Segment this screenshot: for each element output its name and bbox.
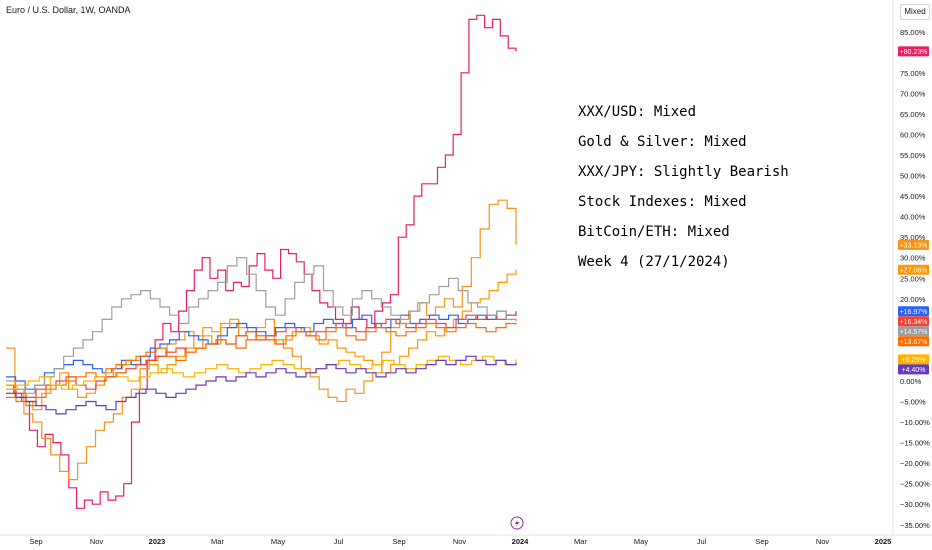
lightning-icon[interactable] bbox=[510, 516, 524, 530]
chart-title: Euro / U.S. Dollar, 1W, OANDA bbox=[6, 5, 131, 15]
x-tick-label: Sep bbox=[755, 537, 768, 546]
y-tick-label: −35.00% bbox=[900, 521, 930, 530]
series-layer bbox=[6, 14, 517, 509]
last-value-badge: +13.67% bbox=[898, 336, 929, 347]
y-tick-label: 55.00% bbox=[900, 151, 926, 160]
series-line-6 bbox=[6, 322, 517, 407]
x-tick-label: 2025 bbox=[875, 537, 892, 546]
series-line-8 bbox=[6, 355, 517, 415]
x-tick-label: Nov bbox=[90, 537, 104, 546]
note-stock-indexes: Stock Indexes: Mixed bbox=[578, 194, 747, 210]
y-tick-label: 0.00% bbox=[900, 377, 922, 386]
svg-text:+16.97%: +16.97% bbox=[900, 309, 928, 316]
x-tick-label: 2024 bbox=[512, 537, 530, 546]
x-tick-label: Nov bbox=[453, 537, 467, 546]
last-value-badges: +80.23% +33.13% +27.06% +16.97% +16.34% +14.5… bbox=[898, 46, 929, 375]
last-value-badge: +4.40% bbox=[898, 364, 929, 375]
y-tick-label: −25.00% bbox=[900, 480, 930, 489]
y-tick-label: −20.00% bbox=[900, 459, 930, 468]
y-tick-label: 60.00% bbox=[900, 130, 926, 139]
svg-text:+16.34%: +16.34% bbox=[900, 319, 928, 326]
y-tick-label: 20.00% bbox=[900, 295, 926, 304]
series-line-5 bbox=[6, 257, 517, 394]
y-tick-label: 75.00% bbox=[900, 69, 926, 78]
x-tick-label: May bbox=[634, 537, 648, 546]
svg-text:+80.23%: +80.23% bbox=[900, 49, 928, 56]
y-tick-label: 30.00% bbox=[900, 254, 926, 263]
x-tick-label: Jul bbox=[334, 537, 344, 546]
last-value-badge: +16.97% bbox=[898, 306, 929, 317]
y-tick-label: 85.00% bbox=[900, 28, 926, 37]
last-value-badge: +33.13% bbox=[898, 239, 929, 250]
x-tick-label: Sep bbox=[29, 537, 42, 546]
svg-text:+5.25%: +5.25% bbox=[902, 357, 926, 364]
y-tick-label: 25.00% bbox=[900, 274, 926, 283]
svg-text:+14.57%: +14.57% bbox=[900, 329, 928, 336]
note-gold-silver: Gold & Silver: Mixed bbox=[578, 134, 747, 150]
note-bitcoin-eth: BitCoin/ETH: Mixed bbox=[578, 224, 730, 240]
last-value-badge: +16.34% bbox=[898, 316, 929, 327]
note-xxx-jpy: XXX/JPY: Slightly Bearish bbox=[578, 164, 789, 180]
y-tick-label: 65.00% bbox=[900, 110, 926, 119]
y-tick-label: −10.00% bbox=[900, 418, 930, 427]
y-tick-label: −15.00% bbox=[900, 439, 930, 448]
last-value-badge: +80.23% bbox=[898, 46, 929, 57]
y-tick-label: 35.00% bbox=[900, 233, 926, 242]
last-value-badge: +14.57% bbox=[898, 326, 929, 337]
note-week: Week 4 (27/1/2024) bbox=[578, 254, 730, 270]
y-tick-label: −30.00% bbox=[900, 500, 930, 509]
x-tick-label: Nov bbox=[816, 537, 830, 546]
time-axis[interactable]: Sep Nov 2023 Mar May Jul Sep Nov 2024 Mar May Jul Se… bbox=[29, 537, 891, 546]
x-tick-label: May bbox=[271, 537, 285, 546]
last-value-badge: +5.25% bbox=[898, 354, 929, 365]
last-value-badge: +27.06% bbox=[898, 264, 929, 275]
y-tick-label: −5.00% bbox=[900, 398, 926, 407]
notes-panel: XXX/USD: Mixed Gold & Silver: Mixed XXX/… bbox=[578, 100, 789, 280]
svg-text:+13.67%: +13.67% bbox=[900, 339, 928, 346]
note-xxx-usd: XXX/USD: Mixed bbox=[578, 104, 697, 120]
series-line-0 bbox=[6, 14, 517, 509]
x-tick-label: Jul bbox=[697, 537, 707, 546]
y-tick-label: 70.00% bbox=[900, 89, 926, 98]
series-line-3 bbox=[6, 310, 517, 390]
x-tick-label: 2023 bbox=[149, 537, 166, 546]
x-tick-label: Mar bbox=[574, 537, 587, 546]
svg-text:+27.06%: +27.06% bbox=[900, 267, 928, 274]
series-line-7 bbox=[6, 355, 517, 390]
y-tick-label: 50.00% bbox=[900, 172, 926, 181]
x-tick-label: Sep bbox=[392, 537, 405, 546]
y-tick-label: 40.00% bbox=[900, 213, 926, 222]
x-tick-label: Mar bbox=[211, 537, 224, 546]
scale-mode-button[interactable]: Mixed bbox=[900, 4, 930, 20]
svg-text:+4.40%: +4.40% bbox=[902, 367, 926, 374]
svg-text:+33.13%: +33.13% bbox=[900, 242, 928, 249]
y-tick-label: 45.00% bbox=[900, 192, 926, 201]
